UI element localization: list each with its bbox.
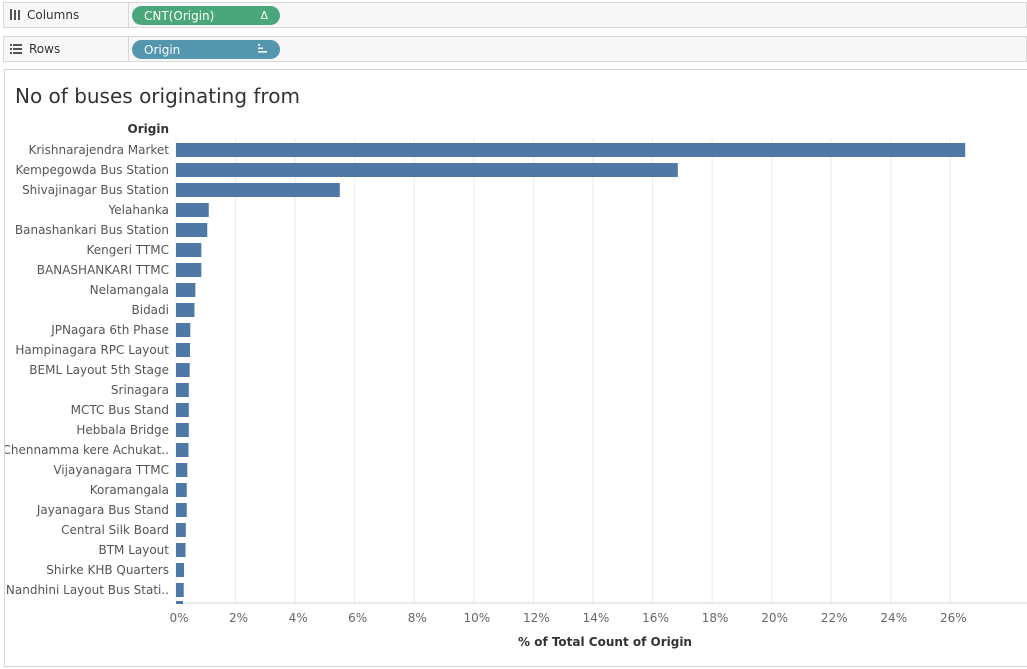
category-label: Jayanagara Bus Stand <box>36 503 169 517</box>
chart-panel: No of buses originating from Origin Kris… <box>4 69 1027 667</box>
category-label: BANASHANKARI TTMC <box>37 263 169 277</box>
shelf-divider <box>128 37 129 61</box>
bar[interactable] <box>176 203 209 217</box>
columns-label: Columns <box>27 8 80 22</box>
x-tick-label: 0% <box>169 611 188 625</box>
chart-title: No of buses originating from <box>15 84 300 108</box>
bar[interactable] <box>176 443 189 457</box>
x-tick-label: 24% <box>880 611 907 625</box>
category-label: Chennamma kere Achukat.. <box>5 443 169 457</box>
rows-pill[interactable]: Origin <box>132 40 280 59</box>
row-header: Origin <box>127 122 169 136</box>
category-label: BEML Layout 5th Stage <box>29 363 169 377</box>
rows-pill-label: Origin <box>144 42 181 57</box>
delta-icon: Δ <box>260 9 268 22</box>
x-tick-label: 10% <box>463 611 490 625</box>
bar[interactable] <box>176 303 195 317</box>
bar[interactable] <box>176 363 190 377</box>
category-label: Srinagara <box>111 383 169 397</box>
bar[interactable] <box>176 423 189 437</box>
rows-label: Rows <box>29 42 61 56</box>
x-axis-title: % of Total Count of Origin <box>518 635 692 649</box>
columns-shelf-label: Columns <box>10 3 79 27</box>
category-label: Shivajinagar Bus Station <box>22 183 169 197</box>
category-label: Nandhini Layout Bus Stati.. <box>6 583 169 597</box>
columns-pill[interactable]: CNT(Origin) Δ <box>132 6 280 25</box>
bar[interactable] <box>176 503 187 517</box>
category-label: Vijayanagara TTMC <box>53 463 169 477</box>
rows-shelf[interactable]: Rows Origin <box>3 36 1027 62</box>
bar[interactable] <box>176 543 186 557</box>
rows-shelf-label: Rows <box>10 37 60 61</box>
category-label: Banashankari Bus Station <box>15 223 169 237</box>
shelf-divider <box>128 3 129 27</box>
category-label: Yelahanka <box>108 203 169 217</box>
x-tick-label: 18% <box>702 611 729 625</box>
sort-descending-icon[interactable] <box>258 43 268 56</box>
category-label: BTM Layout <box>98 543 169 557</box>
x-tick-label: 14% <box>583 611 610 625</box>
bar[interactable] <box>176 323 191 337</box>
columns-icon <box>10 9 20 21</box>
x-tick-label: 12% <box>523 611 550 625</box>
category-label: Hampinagara RPC Layout <box>15 343 169 357</box>
bar[interactable] <box>176 163 678 177</box>
bar-chart: Krishnarajendra Market Kempegowda Bus Sta… <box>5 138 1027 649</box>
category-label: Krishnarajendra Market <box>28 143 169 157</box>
x-tick-label: 6% <box>348 611 367 625</box>
bar[interactable] <box>176 283 196 297</box>
bar[interactable] <box>176 243 202 257</box>
category-label: Bidadi <box>132 303 170 317</box>
bar[interactable] <box>176 583 184 597</box>
bar[interactable] <box>176 463 188 477</box>
bar[interactable] <box>176 563 185 577</box>
x-tick-label: 2% <box>229 611 248 625</box>
bar[interactable] <box>176 183 340 197</box>
category-label: Central Silk Board <box>61 523 169 537</box>
bar[interactable] <box>176 383 189 397</box>
category-label: Nelamangala <box>90 283 169 297</box>
x-tick-label: 8% <box>408 611 427 625</box>
columns-shelf[interactable]: Columns CNT(Origin) Δ <box>3 2 1027 28</box>
x-tick-label: 4% <box>289 611 308 625</box>
bar-clipped <box>176 601 183 604</box>
category-label: Koramangala <box>90 483 169 497</box>
category-label: Kempegowda Bus Station <box>16 163 169 177</box>
x-tick-label: 20% <box>761 611 788 625</box>
bar[interactable] <box>176 143 966 157</box>
bar[interactable] <box>176 263 202 277</box>
bar[interactable] <box>176 343 190 357</box>
bar[interactable] <box>176 483 187 497</box>
columns-pill-label: CNT(Origin) <box>144 8 215 23</box>
category-label: Hebbala Bridge <box>76 423 169 437</box>
category-label: MCTC Bus Stand <box>71 403 169 417</box>
rows-icon <box>10 44 22 54</box>
category-label: Shirke KHB Quarters <box>46 563 169 577</box>
bar[interactable] <box>176 223 208 237</box>
x-tick-label: 26% <box>940 611 967 625</box>
x-tick-label: 22% <box>821 611 848 625</box>
x-tick-label: 16% <box>642 611 669 625</box>
category-label: JPNagara 6th Phase <box>50 323 169 337</box>
bar[interactable] <box>176 523 186 537</box>
bar[interactable] <box>176 403 189 417</box>
category-label: Kengeri TTMC <box>86 243 169 257</box>
